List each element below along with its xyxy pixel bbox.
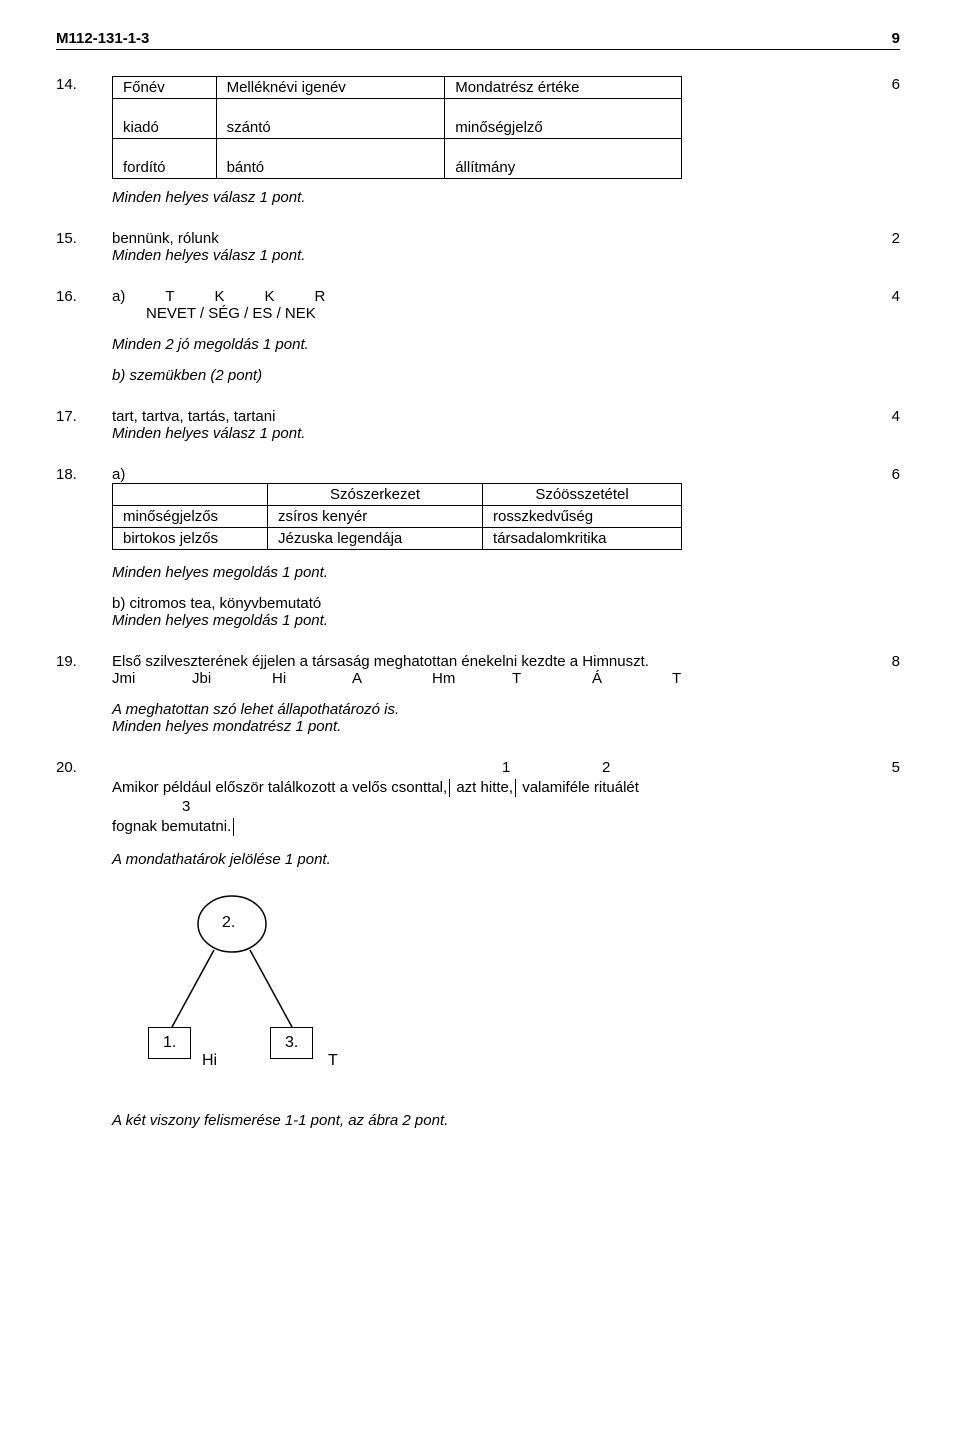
q19-codes: Jmi Jbi Hi A Hm T Á T (112, 670, 752, 687)
diagram-lbl-right: T (328, 1052, 338, 1070)
diagram-lbl-left: Hi (202, 1052, 217, 1070)
q19-code: T (512, 670, 592, 687)
q14-number: 14. (56, 76, 112, 206)
page-number: 9 (892, 30, 900, 47)
q16-letter: R (315, 288, 326, 305)
question-16: 16. a) T K K R NEVET / SÉG / ES / NEK Mi… (56, 288, 900, 384)
q20-p1: Amikor például először találkozott a vel… (112, 779, 447, 796)
q20-diagram: 2. 1. 3. Hi T (142, 892, 870, 1112)
table-cell: rosszkedvűség (483, 506, 682, 528)
q14-score: 6 (870, 76, 900, 206)
q16-a-row: a) T K K R (112, 288, 870, 305)
diagram-node-right: 3. (270, 1027, 313, 1059)
table-header: Főnév (113, 77, 217, 99)
q18-number: 18. (56, 466, 112, 629)
separator-icon (515, 779, 516, 797)
q16-b: b) szemükben (2 pont) (112, 367, 870, 384)
q17-score: 4 (870, 408, 900, 442)
table-cell: fordító (113, 139, 217, 179)
q20-mark-3: 3 (182, 798, 190, 815)
q19-note2: Minden helyes mondatrész 1 pont. (112, 718, 870, 735)
q20-mark-1: 1 (502, 759, 510, 776)
question-20: 20. 1 2 Amikor például először találkozo… (56, 759, 900, 1129)
q20-sentence: Amikor például először találkozott a vel… (112, 777, 870, 798)
question-17: 17. tart, tartva, tartás, tartani Minden… (56, 408, 900, 442)
table-cell: zsíros kenyér (268, 506, 483, 528)
table-header: Mondatrész értéke (445, 77, 682, 99)
q15-text: bennünk, rólunk (112, 230, 870, 247)
q19-score: 8 (870, 653, 900, 735)
q19-code: A (352, 670, 432, 687)
question-15: 15. bennünk, rólunk Minden helyes válasz… (56, 230, 900, 264)
q15-score: 2 (870, 230, 900, 264)
separator-icon (449, 779, 450, 797)
q18-table: Szószerkezet Szóösszetétel minőségjelzős… (112, 483, 682, 550)
q20-mark-2: 2 (602, 759, 610, 776)
table-cell: birtokos jelzős (113, 528, 268, 550)
q17-text: tart, tartva, tartás, tartani (112, 408, 870, 425)
q16-a-sub: NEVET / SÉG / ES / NEK (112, 305, 870, 322)
q19-code: Jmi (112, 670, 192, 687)
q16-a-label: a) (112, 288, 125, 305)
q20-p4: fognak bemutatni. (112, 818, 231, 835)
table-cell: bántó (216, 139, 445, 179)
q17-number: 17. (56, 408, 112, 442)
q14-note: Minden helyes válasz 1 pont. (112, 189, 870, 206)
separator-icon (233, 818, 234, 836)
q16-a-note: Minden 2 jó megoldás 1 pont. (112, 336, 870, 353)
diagram-node-left: 1. (148, 1027, 191, 1059)
q18-b-note: Minden helyes megoldás 1 pont. (112, 612, 870, 629)
table-header (113, 484, 268, 506)
doc-code: M112-131-1-3 (56, 30, 149, 47)
table-header: Melléknévi igenév (216, 77, 445, 99)
q16-letter: T (165, 288, 174, 305)
table-cell: kiadó (113, 99, 217, 139)
table-header: Szóösszetétel (483, 484, 682, 506)
table-header: Szószerkezet (268, 484, 483, 506)
diagram-node-top: 2. (222, 914, 235, 932)
question-19: 19. Első szilveszterének éjjelen a társa… (56, 653, 900, 735)
q18-a-note: Minden helyes megoldás 1 pont. (112, 564, 870, 581)
q18-score: 6 (870, 466, 900, 629)
table-cell: minőségjelző (445, 99, 682, 139)
q15-number: 15. (56, 230, 112, 264)
q20-p3: valamiféle rituálét (518, 779, 639, 796)
q14-table: Főnév Melléknévi igenév Mondatrész érték… (112, 76, 682, 179)
q17-note: Minden helyes válasz 1 pont. (112, 425, 870, 442)
q16-letter: K (265, 288, 275, 305)
q15-note: Minden helyes válasz 1 pont. (112, 247, 870, 264)
q19-code: Hi (272, 670, 352, 687)
q19-number: 19. (56, 653, 112, 735)
q16-score: 4 (870, 288, 900, 384)
q20-score: 5 (870, 759, 900, 1129)
q20-sentence-2: fognak bemutatni. (112, 816, 870, 837)
q20-number: 20. (56, 759, 112, 1129)
question-18: 18. a) Szószerkezet Szóösszetétel minősé… (56, 466, 900, 629)
q19-code: Hm (432, 670, 512, 687)
q20-note: A mondathatárok jelölése 1 pont. (112, 851, 870, 868)
q19-code: Á (592, 670, 672, 687)
q18-a-label: a) (112, 466, 870, 483)
q20-footer: A két viszony felismerése 1-1 pont, az á… (112, 1112, 870, 1129)
q19-code: Jbi (192, 670, 272, 687)
q18-b-text: b) citromos tea, könyvbemutató (112, 595, 870, 612)
question-14: 14. Főnév Melléknévi igenév Mondatrész é… (56, 76, 900, 206)
q16-number: 16. (56, 288, 112, 384)
table-cell: társadalomkritika (483, 528, 682, 550)
q19-note1: A meghatottan szó lehet állapothatározó … (112, 701, 870, 718)
q20-p2: azt hitte, (452, 779, 513, 796)
q16-letter: K (215, 288, 225, 305)
page-header: M112-131-1-3 9 (56, 30, 900, 50)
diagram-svg (142, 892, 402, 1092)
q19-code: T (672, 670, 752, 687)
table-cell: minőségjelzős (113, 506, 268, 528)
q19-line1: Első szilveszterének éjjelen a társaság … (112, 653, 870, 670)
table-cell: szántó (216, 99, 445, 139)
table-cell: állítmány (445, 139, 682, 179)
table-cell: Jézuska legendája (268, 528, 483, 550)
